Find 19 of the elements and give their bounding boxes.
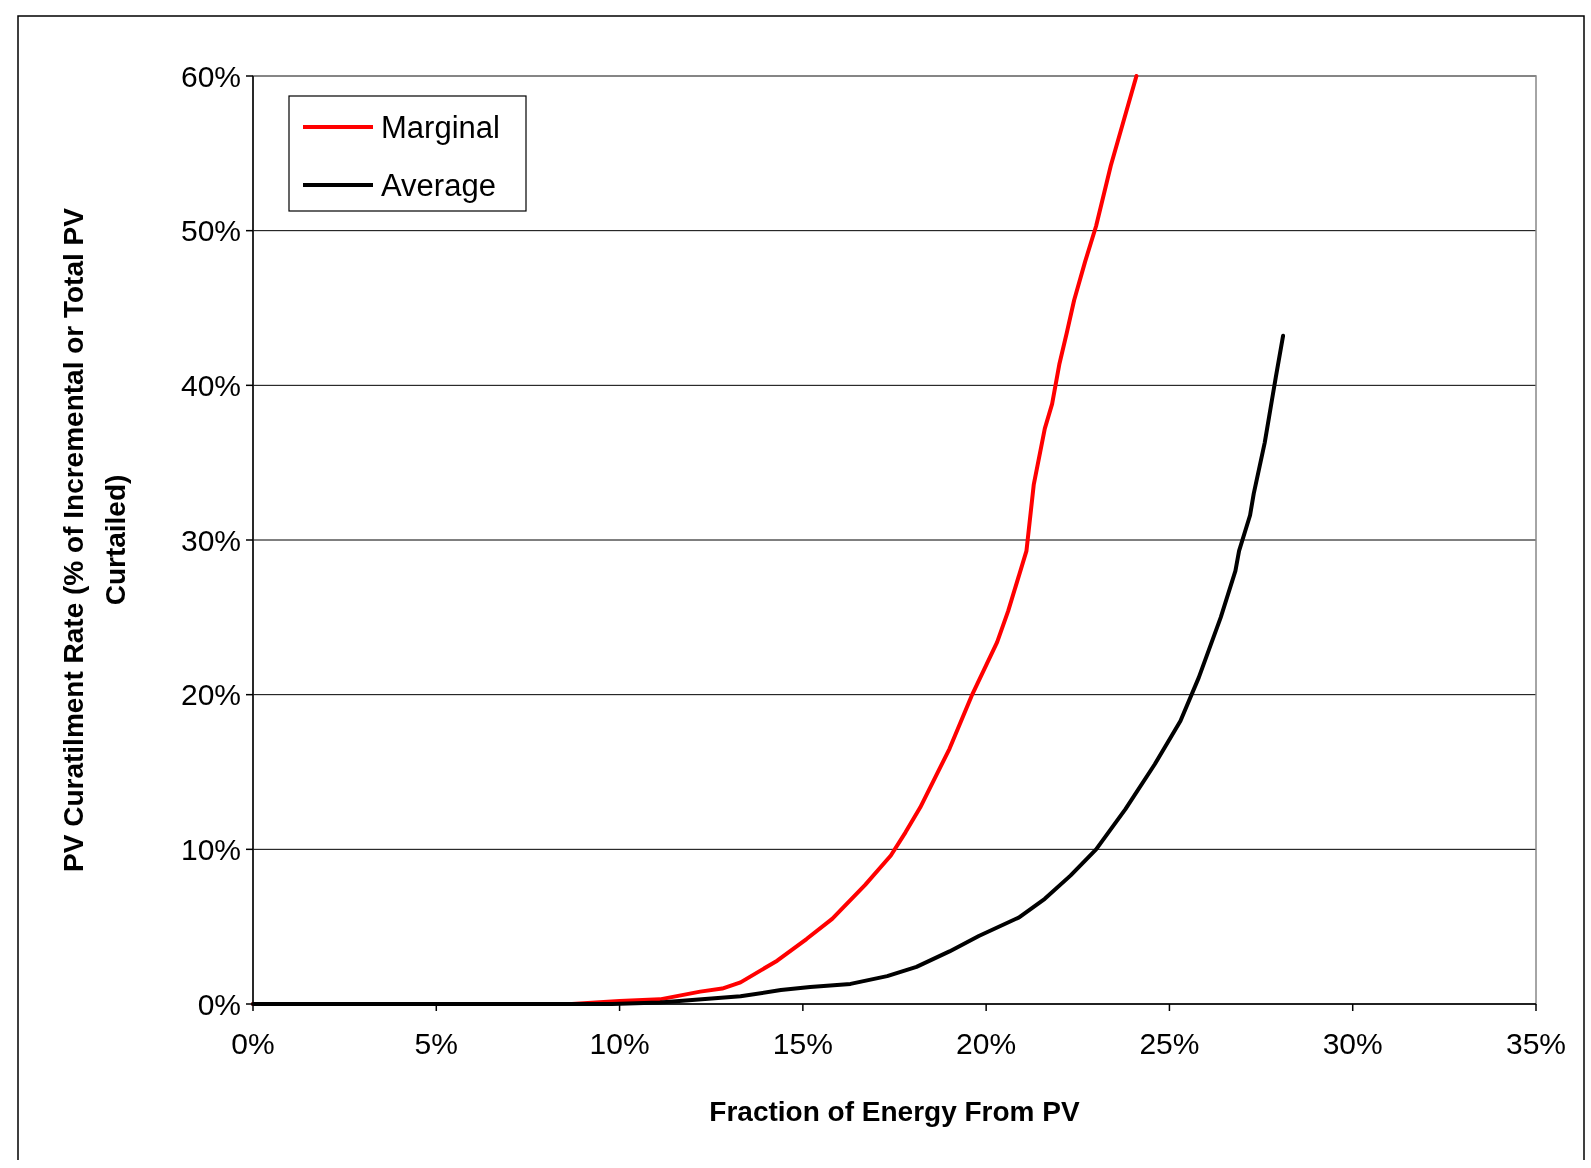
x-tick-label: 35%: [1505, 1027, 1567, 1060]
y-axis-title: PV Curatilment Rate (% of Incremental or Total PV Curtailed): [58, 207, 131, 872]
legend-label: Marginal: [381, 109, 500, 145]
x-tick-label: 30%: [1322, 1027, 1383, 1060]
x-tick-label: 20%: [956, 1027, 1017, 1060]
legend-label: Average: [381, 167, 496, 203]
y-tick-label: 30%: [180, 523, 241, 557]
y-tick-label: 10%: [180, 832, 241, 866]
y-tick-label: 40%: [180, 368, 241, 402]
y-tick-label: 60%: [180, 59, 241, 93]
x-tick-label: 15%: [772, 1027, 833, 1060]
y-tick-label: 50%: [180, 214, 241, 248]
x-tick-label: 25%: [1139, 1027, 1200, 1060]
x-tick-label: 10%: [589, 1027, 650, 1060]
y-tick-label: 0%: [197, 987, 241, 1021]
x-tick-label: 5%: [414, 1027, 458, 1060]
x-tick-label: 0%: [231, 1027, 275, 1060]
x-axis-title: Fraction of Energy From PV: [709, 1096, 1080, 1127]
y-tick-label: 20%: [180, 678, 241, 712]
